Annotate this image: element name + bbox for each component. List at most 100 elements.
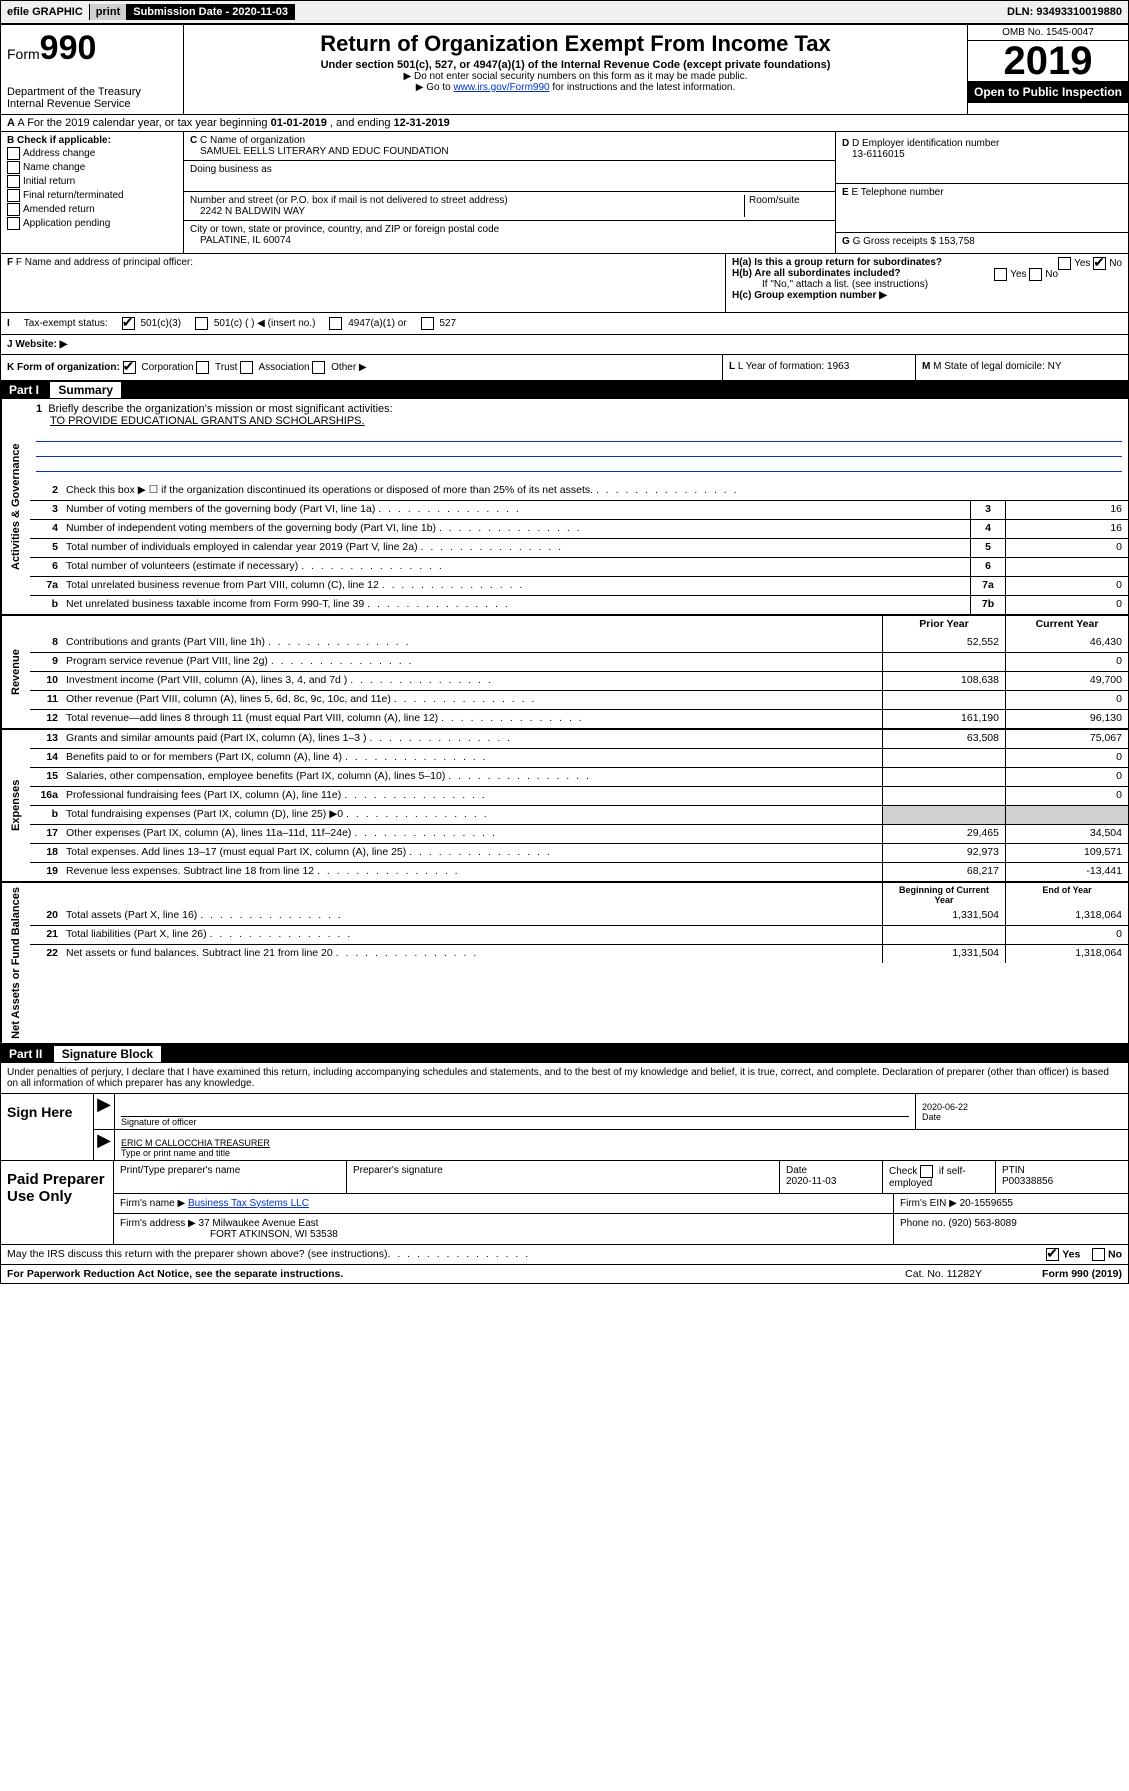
phone-label: E Telephone number	[851, 187, 943, 198]
summary-line: 18Total expenses. Add lines 13–17 (must …	[30, 843, 1128, 862]
officer-name: ERIC M CALLOCCHIA TREASURER	[121, 1138, 1122, 1148]
ein-value: 13-6116015	[842, 149, 905, 160]
line-number: 7a	[30, 577, 62, 595]
prep-sig-header: Preparer's signature	[347, 1161, 780, 1193]
paid-preparer-block: Paid Preparer Use Only Print/Type prepar…	[1, 1161, 1128, 1245]
current-year-value: 34,504	[1005, 825, 1128, 843]
check-527[interactable]: 527	[421, 317, 456, 330]
irs-link[interactable]: www.irs.gov/Form990	[453, 82, 549, 93]
prior-year-value	[882, 787, 1005, 805]
check-self-employed[interactable]: Check if self-employed	[883, 1161, 996, 1193]
line-value: 0	[1005, 577, 1128, 595]
form-number: Form990	[7, 29, 177, 68]
gross-receipts-value: 153,758	[939, 236, 975, 247]
check-4947[interactable]: 4947(a)(1) or	[329, 317, 406, 330]
form-header: Form990 Department of the Treasury Inter…	[1, 25, 1128, 115]
line-desc: Investment income (Part VIII, column (A)…	[62, 672, 882, 690]
check-other[interactable]: Other ▶	[312, 362, 366, 373]
paperwork-notice: For Paperwork Reduction Act Notice, see …	[7, 1268, 343, 1280]
hc-label: H(c) Group exemption number ▶	[732, 290, 887, 301]
current-year-value: 0	[1005, 787, 1128, 805]
row-j-website: J Website: ▶	[1, 335, 1128, 355]
prior-year-value: 63,508	[882, 730, 1005, 748]
line-number: 5	[30, 539, 62, 557]
tax-year: 2019	[968, 41, 1128, 81]
check-amended[interactable]: Amended return	[7, 203, 177, 216]
col-current-year: Current Year	[1005, 616, 1128, 634]
summary-line: 12Total revenue—add lines 8 through 11 (…	[30, 709, 1128, 728]
check-trust[interactable]: Trust	[196, 362, 237, 373]
line-desc: Revenue less expenses. Subtract line 18 …	[62, 863, 882, 881]
summary-line: 13Grants and similar amounts paid (Part …	[30, 730, 1128, 748]
summary-line: bNet unrelated business taxable income f…	[30, 595, 1128, 614]
check-initial-return[interactable]: Initial return	[7, 175, 177, 188]
summary-line: 7aTotal unrelated business revenue from …	[30, 576, 1128, 595]
firm-phone: (920) 563-8089	[948, 1218, 1016, 1229]
row-klm: K Form of organization: Corporation Trus…	[1, 355, 1128, 381]
current-year-value: 0	[1005, 768, 1128, 786]
current-year-value: 0	[1005, 691, 1128, 709]
current-year-value: 96,130	[1005, 710, 1128, 728]
summary-line: 5Total number of individuals employed in…	[30, 538, 1128, 557]
col-begin-year: Beginning of Current Year	[882, 883, 1005, 907]
perjury-statement: Under penalties of perjury, I declare th…	[1, 1063, 1128, 1094]
line-number: 12	[30, 710, 62, 728]
summary-line: 22Net assets or fund balances. Subtract …	[30, 944, 1128, 963]
line-desc: Benefits paid to or for members (Part IX…	[62, 749, 882, 767]
summary-line: 9Program service revenue (Part VIII, lin…	[30, 652, 1128, 671]
prior-year-value: 92,973	[882, 844, 1005, 862]
line-desc: Total unrelated business revenue from Pa…	[62, 577, 970, 595]
ein-label: D Employer identification number	[852, 138, 999, 149]
firm-name-link[interactable]: Business Tax Systems LLC	[188, 1198, 309, 1209]
city-value: PALATINE, IL 60074	[190, 235, 829, 246]
line-box-label: 4	[970, 520, 1005, 538]
line-number: b	[30, 806, 62, 824]
summary-line: 3Number of voting members of the governi…	[30, 500, 1128, 519]
prior-year-value	[882, 806, 1005, 824]
print-button[interactable]: print	[90, 4, 127, 20]
prior-year-value	[882, 749, 1005, 767]
line-number: 11	[30, 691, 62, 709]
line-value: 16	[1005, 520, 1128, 538]
line-desc: Total revenue—add lines 8 through 11 (mu…	[62, 710, 882, 728]
room-suite-label: Room/suite	[744, 195, 829, 217]
check-address-change[interactable]: Address change	[7, 147, 177, 160]
summary-line: 6Total number of volunteers (estimate if…	[30, 557, 1128, 576]
vtab-net-assets: Net Assets or Fund Balances	[1, 883, 30, 1043]
line-box-label: 5	[970, 539, 1005, 557]
discuss-no[interactable]	[1092, 1248, 1105, 1261]
line-value: 0	[1005, 596, 1128, 614]
arrow-icon: ▶	[94, 1130, 115, 1160]
line-number: 4	[30, 520, 62, 538]
line-value: 16	[1005, 501, 1128, 519]
check-501c[interactable]: 501(c) ( ) ◀ (insert no.)	[195, 317, 315, 330]
check-final-return[interactable]: Final return/terminated	[7, 189, 177, 202]
dba-label: Doing business as	[190, 164, 272, 175]
line-number: b	[30, 596, 62, 614]
current-year-value: 0	[1005, 926, 1128, 944]
line-desc: Number of voting members of the governin…	[62, 501, 970, 519]
line-number: 17	[30, 825, 62, 843]
firm-address-2: FORT ATKINSON, WI 53538	[120, 1229, 338, 1240]
check-501c3[interactable]: 501(c)(3)	[122, 317, 181, 330]
line-number: 9	[30, 653, 62, 671]
line-desc: Number of independent voting members of …	[62, 520, 970, 538]
check-corp[interactable]: Corporation	[123, 362, 194, 373]
current-year-value: 49,700	[1005, 672, 1128, 690]
line-box-label: 6	[970, 558, 1005, 576]
line-desc: Total number of volunteers (estimate if …	[62, 558, 970, 576]
form-title: Return of Organization Exempt From Incom…	[190, 31, 961, 57]
check-assoc[interactable]: Association	[240, 362, 309, 373]
line-desc: Net unrelated business taxable income fr…	[62, 596, 970, 614]
check-application-pending[interactable]: Application pending	[7, 217, 177, 230]
vtab-revenue: Revenue	[1, 616, 30, 728]
line-desc: Net assets or fund balances. Subtract li…	[62, 945, 882, 963]
year-formation: 1963	[827, 361, 849, 372]
discuss-yes[interactable]	[1046, 1248, 1059, 1261]
box-b: B Check if applicable: Address change Na…	[1, 132, 184, 253]
header-info-grid: B Check if applicable: Address change Na…	[1, 132, 1128, 254]
check-name-change[interactable]: Name change	[7, 161, 177, 174]
current-year-value	[1005, 806, 1128, 824]
form-footer-label: Form 990 (2019)	[1042, 1268, 1122, 1280]
prior-year-value: 68,217	[882, 863, 1005, 881]
